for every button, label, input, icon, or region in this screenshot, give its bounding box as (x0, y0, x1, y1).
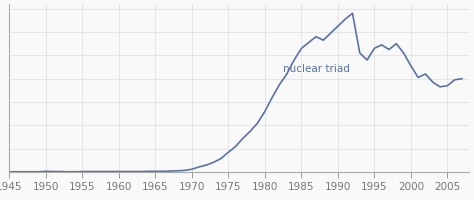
Text: nuclear triad: nuclear triad (283, 64, 350, 74)
